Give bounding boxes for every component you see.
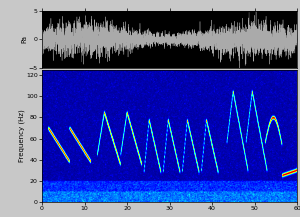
Y-axis label: Frequency (Hz): Frequency (Hz) xyxy=(18,110,25,162)
Y-axis label: Pa: Pa xyxy=(21,36,27,43)
